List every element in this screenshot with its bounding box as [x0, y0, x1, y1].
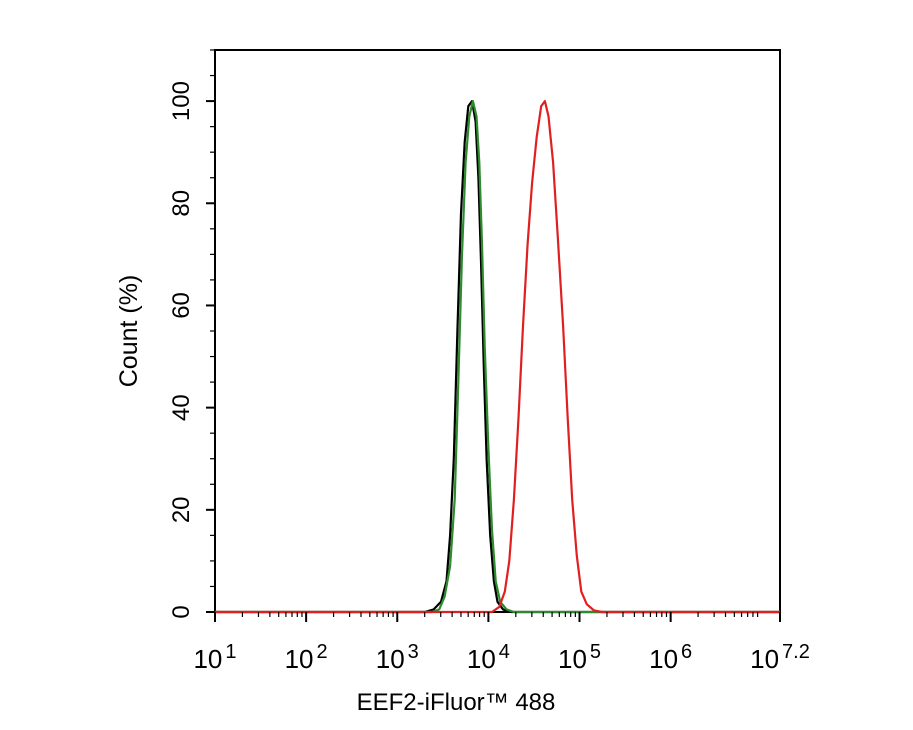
y-axis-ticks: 0 20 40 60 80 100: [168, 81, 215, 619]
x-tick-label: 10 1: [193, 641, 236, 674]
y-axis-label: Count (%): [115, 275, 143, 388]
plot-frame: [214, 49, 781, 613]
x-tick-label: 10 4: [467, 641, 510, 674]
series-group: [215, 100, 780, 614]
x-tick-label: 10 2: [285, 641, 328, 674]
x-axis-label: EEF2-iFluor™ 488: [357, 689, 556, 716]
y-tick-label: 100: [168, 81, 195, 121]
y-tick-label: 40: [168, 394, 195, 421]
x-axis-ticks: 10 1 10 2 10 3 10 4 10 5 10 6 10 7.2: [193, 612, 810, 674]
series-line-1: [215, 100, 780, 614]
y-tick-label: 0: [168, 605, 195, 618]
x-tick-label: 10 6: [649, 641, 692, 674]
y-tick-label: 60: [168, 292, 195, 319]
series-line-2: [215, 100, 780, 614]
x-tick-label: 10 7.2: [750, 641, 810, 674]
y-tick-label: 20: [168, 496, 195, 523]
x-tick-label: 10 5: [558, 641, 601, 674]
y-tick-label: 80: [168, 190, 195, 217]
x-tick-label: 10 3: [376, 641, 419, 674]
series-line-3: [215, 100, 780, 614]
minor-ticks: [210, 49, 759, 617]
